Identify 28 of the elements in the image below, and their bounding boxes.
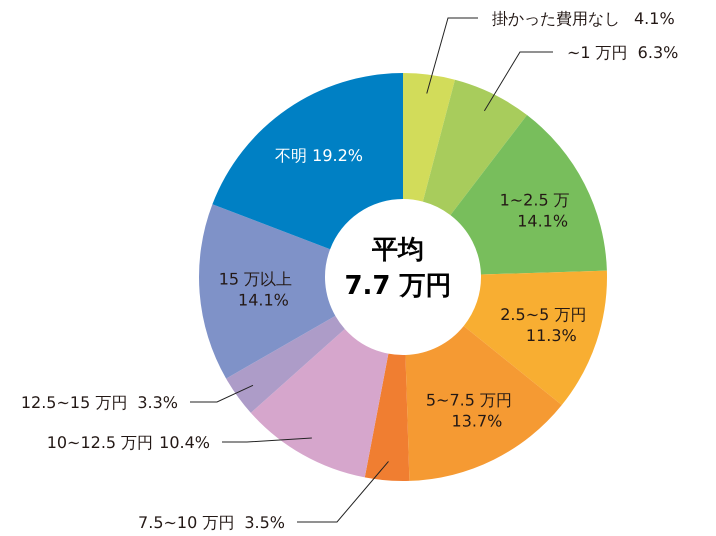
data-label: 10.4% <box>159 433 210 452</box>
slice-label: 不明 <box>275 146 308 166</box>
donut-slice <box>364 354 410 481</box>
donut-slice <box>403 73 455 202</box>
slice-label: 7.5~10 万円 <box>138 513 234 532</box>
data-label: 19.2% <box>312 146 364 166</box>
slice-label: 12.5~15 万円 <box>20 393 128 412</box>
slice-label: 1~2.5 万 <box>500 190 570 210</box>
slice-label: 2.5~5 万円 <box>500 305 586 324</box>
data-label: 6.3% <box>638 43 678 62</box>
donut-slice <box>226 316 345 413</box>
data-label: 4.1% <box>634 9 675 28</box>
slice-label: 5~7.5 万円 <box>426 390 512 410</box>
text: 7.7 万円 <box>344 271 452 301</box>
data-label: 13.7% <box>452 411 502 430</box>
data-label: 14.1% <box>517 211 568 230</box>
data-label: 14.1% <box>238 290 289 310</box>
slice-label: 10~12.5 万円 <box>46 433 154 452</box>
data-label: 11.3% <box>526 326 577 346</box>
data-label: 3.3% <box>137 393 178 412</box>
slice-label: 掛かった費用なし <box>492 9 620 28</box>
text: 平均 <box>371 235 424 265</box>
donut-slice <box>450 115 607 275</box>
slice-label: 15 万以上 <box>218 270 292 289</box>
data-label: 3.5% <box>244 513 285 532</box>
slice-label: ~1 万円 <box>567 43 628 62</box>
donut-slice <box>250 328 388 478</box>
donut-slice <box>199 204 336 379</box>
